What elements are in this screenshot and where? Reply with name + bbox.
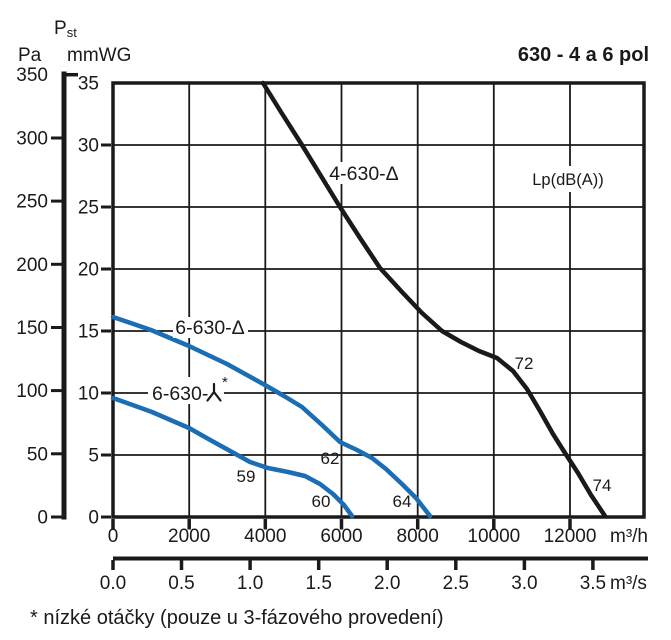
svg-text:6000: 6000 bbox=[320, 526, 362, 547]
svg-text:30: 30 bbox=[78, 136, 99, 157]
svg-text:150: 150 bbox=[16, 318, 48, 339]
svg-text:0: 0 bbox=[88, 508, 99, 529]
svg-text:300: 300 bbox=[16, 129, 48, 150]
curve-label-6-630-star-sup: * bbox=[222, 374, 228, 391]
noise-legend-label: Lp(dB(A)) bbox=[532, 171, 604, 189]
svg-text:350: 350 bbox=[16, 65, 48, 86]
m3s-axis bbox=[111, 556, 648, 570]
footnote: * nízké otáčky (pouze u 3-fázového prove… bbox=[30, 607, 444, 629]
svg-text:62: 62 bbox=[321, 449, 340, 468]
curve-6-630-delta bbox=[110, 314, 433, 519]
svg-text:0: 0 bbox=[37, 508, 48, 529]
pa-axis bbox=[51, 71, 78, 520]
svg-text:35: 35 bbox=[78, 74, 99, 95]
svg-text:12000: 12000 bbox=[544, 526, 597, 547]
pa-unit-label: Pa bbox=[18, 45, 42, 66]
svg-text:0: 0 bbox=[108, 526, 119, 547]
svg-text:250: 250 bbox=[16, 192, 48, 213]
curve-6-630-star bbox=[110, 395, 355, 519]
label-backplate bbox=[173, 317, 248, 338]
label-backplate bbox=[328, 162, 400, 184]
svg-text:15: 15 bbox=[78, 322, 99, 343]
svg-text:50: 50 bbox=[27, 444, 48, 465]
svg-text:10: 10 bbox=[78, 384, 99, 405]
svg-text:0.0: 0.0 bbox=[100, 573, 126, 594]
svg-text:2000: 2000 bbox=[168, 526, 210, 547]
svg-text:0.5: 0.5 bbox=[168, 573, 194, 594]
mmwg-axis-ticks bbox=[101, 143, 111, 519]
svg-text:5: 5 bbox=[88, 446, 99, 467]
svg-text:2.0: 2.0 bbox=[374, 573, 400, 594]
svg-text:72: 72 bbox=[515, 354, 534, 373]
star-connection-icon bbox=[206, 382, 222, 402]
mmwg-unit-label: mmWG bbox=[67, 45, 131, 66]
curve-label-6-630-delta: 6-630-Δ bbox=[175, 317, 244, 339]
m3s-tick-labels: 0.0 0.5 1.0 1.5 2.0 2.5 3.0 3.5 bbox=[100, 573, 606, 594]
svg-text:3.0: 3.0 bbox=[511, 573, 537, 594]
svg-text:60: 60 bbox=[312, 492, 331, 511]
svg-text:1.5: 1.5 bbox=[305, 573, 331, 594]
m3h-unit-label: m³/h bbox=[610, 526, 648, 547]
noise-annotations: 59 60 62 64 72 74 bbox=[237, 354, 612, 511]
svg-text:25: 25 bbox=[78, 198, 99, 219]
curve-4-630-delta bbox=[260, 80, 608, 519]
m3s-unit-label: m³/s bbox=[610, 573, 647, 594]
curve-label-6-630-star: 6-630- bbox=[152, 383, 208, 405]
svg-text:59: 59 bbox=[237, 467, 256, 486]
m3h-axis-ticks bbox=[111, 519, 572, 530]
svg-text:1.0: 1.0 bbox=[237, 573, 263, 594]
svg-text:20: 20 bbox=[78, 260, 99, 281]
svg-text:64: 64 bbox=[393, 492, 412, 511]
svg-text:8000: 8000 bbox=[397, 526, 439, 547]
svg-text:74: 74 bbox=[593, 476, 612, 495]
pa-tick-labels: 350 300 250 200 150 100 50 0 bbox=[16, 65, 48, 528]
plot-border bbox=[111, 81, 646, 519]
svg-text:100: 100 bbox=[16, 381, 48, 402]
curve-label-4-630-delta: 4-630-Δ bbox=[329, 163, 398, 185]
mmwg-tick-labels: 35 30 25 20 15 10 5 0 bbox=[78, 74, 99, 529]
svg-text:4000: 4000 bbox=[244, 526, 286, 547]
m3h-tick-labels: 0 2000 4000 6000 8000 10000 12000 bbox=[108, 526, 597, 547]
svg-text:10000: 10000 bbox=[467, 526, 520, 547]
chart-title: 630 - 4 a 6 pol bbox=[518, 44, 649, 66]
svg-text:3.5: 3.5 bbox=[580, 573, 606, 594]
label-backplate bbox=[148, 377, 224, 404]
label-backplate bbox=[529, 166, 609, 192]
svg-text:200: 200 bbox=[16, 255, 48, 276]
svg-text:2.5: 2.5 bbox=[443, 573, 469, 594]
pressure-symbol: Pst bbox=[54, 18, 77, 40]
